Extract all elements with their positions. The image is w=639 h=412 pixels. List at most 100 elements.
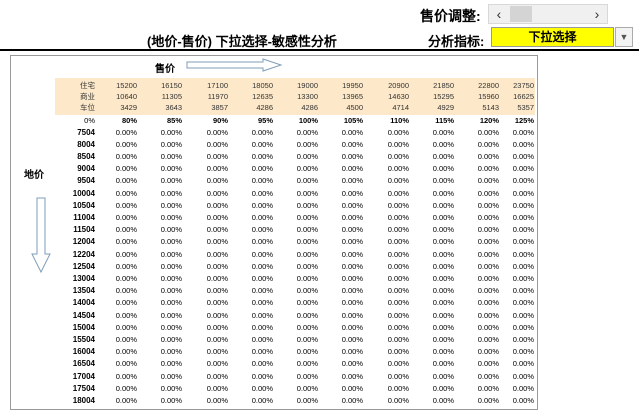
page-title: (地价-售价) 下拉选择-敏感性分析 bbox=[147, 34, 337, 49]
table-cell: 0.00% bbox=[512, 384, 534, 393]
table-cell: 0.00% bbox=[115, 140, 137, 149]
table-cell: 0.00% bbox=[115, 311, 137, 320]
table-cell: 0.00% bbox=[512, 176, 534, 185]
table-cell: 0.00% bbox=[341, 262, 363, 271]
table-cell: 0.00% bbox=[251, 189, 273, 198]
table-cell: 0.00% bbox=[115, 372, 137, 381]
table-cell: 0.00% bbox=[477, 176, 499, 185]
table-cell: 0.00% bbox=[251, 176, 273, 185]
land-value-label: 12004 bbox=[72, 237, 95, 246]
table-cell: 0.00% bbox=[296, 176, 318, 185]
table-cell: 0.00% bbox=[432, 359, 454, 368]
table-cell: 0.00% bbox=[477, 225, 499, 234]
table-cell: 0.00% bbox=[341, 335, 363, 344]
table-cell: 0.00% bbox=[160, 128, 182, 137]
scroll-thumb[interactable] bbox=[510, 6, 532, 22]
table-cell: 0.00% bbox=[160, 396, 182, 405]
table-cell: 0.00% bbox=[387, 176, 409, 185]
table-cell: 0.00% bbox=[341, 189, 363, 198]
table-cell: 0.00% bbox=[160, 213, 182, 222]
table-cell: 0.00% bbox=[341, 359, 363, 368]
table-cell: 0.00% bbox=[160, 225, 182, 234]
table-cell: 0.00% bbox=[115, 213, 137, 222]
land-value-label: 16004 bbox=[72, 347, 95, 356]
table-cell: 0.00% bbox=[160, 359, 182, 368]
table-cell: 0.00% bbox=[160, 298, 182, 307]
table-cell: 0.00% bbox=[341, 140, 363, 149]
table-cell: 0.00% bbox=[251, 311, 273, 320]
scroll-right-arrow-icon[interactable]: › bbox=[594, 6, 600, 22]
metric-dropdown[interactable]: 下拉选择 bbox=[491, 27, 614, 47]
table-cell: 0.00% bbox=[251, 250, 273, 259]
price-header-cell: 13300 bbox=[297, 92, 318, 101]
table-cell: 0.00% bbox=[251, 335, 273, 344]
unit-type-label: 住宅 bbox=[80, 81, 95, 90]
table-cell: 0.00% bbox=[160, 250, 182, 259]
table-cell: 0.00% bbox=[115, 176, 137, 185]
price-header-cell: 11305 bbox=[161, 92, 182, 101]
price-header-cell: 11970 bbox=[207, 92, 228, 101]
table-cell: 0.00% bbox=[387, 250, 409, 259]
table-cell: 0.00% bbox=[512, 152, 534, 161]
price-adjust-scrollbar[interactable]: ‹ › bbox=[488, 4, 608, 24]
table-cell: 0.00% bbox=[387, 359, 409, 368]
table-cell: 0.00% bbox=[512, 298, 534, 307]
table-cell: 0.00% bbox=[512, 372, 534, 381]
land-value-label: 17504 bbox=[72, 384, 95, 393]
table-cell: 0.00% bbox=[432, 201, 454, 210]
table-cell: 0.00% bbox=[341, 201, 363, 210]
table-cell: 0.00% bbox=[160, 335, 182, 344]
table-cell: 0.00% bbox=[477, 152, 499, 161]
land-value-label: 13004 bbox=[72, 274, 95, 283]
table-cell: 0.00% bbox=[477, 347, 499, 356]
table-cell: 0.00% bbox=[512, 262, 534, 271]
price-header-cell: 4714 bbox=[392, 103, 409, 112]
table-cell: 0.00% bbox=[477, 286, 499, 295]
table-cell: 0.00% bbox=[206, 274, 228, 283]
table-cell: 0.00% bbox=[251, 164, 273, 173]
land-value-label: 13504 bbox=[72, 286, 95, 295]
table-cell: 0.00% bbox=[296, 250, 318, 259]
table-cell: 0.00% bbox=[387, 384, 409, 393]
table-cell: 0.00% bbox=[477, 237, 499, 246]
table-cell: 0.00% bbox=[296, 396, 318, 405]
table-cell: 0.00% bbox=[296, 152, 318, 161]
table-cell: 0.00% bbox=[512, 140, 534, 149]
table-cell: 0.00% bbox=[341, 311, 363, 320]
table-cell: 0.00% bbox=[160, 140, 182, 149]
header-divider bbox=[0, 49, 639, 51]
table-cell: 0.00% bbox=[477, 335, 499, 344]
table-cell: 0.00% bbox=[477, 274, 499, 283]
table-cell: 0.00% bbox=[432, 286, 454, 295]
table-cell: 0.00% bbox=[160, 262, 182, 271]
table-cell: 0.00% bbox=[296, 359, 318, 368]
table-cell: 0.00% bbox=[296, 298, 318, 307]
table-cell: 0.00% bbox=[432, 189, 454, 198]
table-cell: 0.00% bbox=[251, 140, 273, 149]
price-header-cell: 23750 bbox=[513, 81, 534, 90]
price-header-cell: 5143 bbox=[482, 103, 499, 112]
sell-direction-arrow-icon bbox=[186, 58, 283, 72]
table-cell: 0.00% bbox=[206, 250, 228, 259]
scroll-left-arrow-icon[interactable]: ‹ bbox=[496, 6, 502, 22]
table-cell: 0.00% bbox=[296, 372, 318, 381]
table-cell: 0.00% bbox=[387, 164, 409, 173]
table-cell: 0.00% bbox=[387, 152, 409, 161]
pct-header-cell: 100% bbox=[298, 116, 318, 125]
price-header-cell: 3429 bbox=[120, 103, 137, 112]
table-cell: 0.00% bbox=[251, 213, 273, 222]
table-cell: 0.00% bbox=[432, 213, 454, 222]
table-cell: 0.00% bbox=[206, 323, 228, 332]
table-cell: 0.00% bbox=[206, 262, 228, 271]
pct-header-cell: 85% bbox=[166, 116, 182, 125]
price-header-cell: 15200 bbox=[116, 81, 137, 90]
price-header-cell: 14630 bbox=[388, 92, 409, 101]
dropdown-arrow-icon[interactable]: ▼ bbox=[615, 27, 633, 47]
price-header-cell: 5357 bbox=[517, 103, 534, 112]
land-value-label: 15504 bbox=[72, 335, 95, 344]
table-cell: 0.00% bbox=[477, 213, 499, 222]
table-cell: 0.00% bbox=[432, 347, 454, 356]
table-cell: 0.00% bbox=[296, 213, 318, 222]
table-cell: 0.00% bbox=[387, 323, 409, 332]
table-cell: 0.00% bbox=[432, 372, 454, 381]
